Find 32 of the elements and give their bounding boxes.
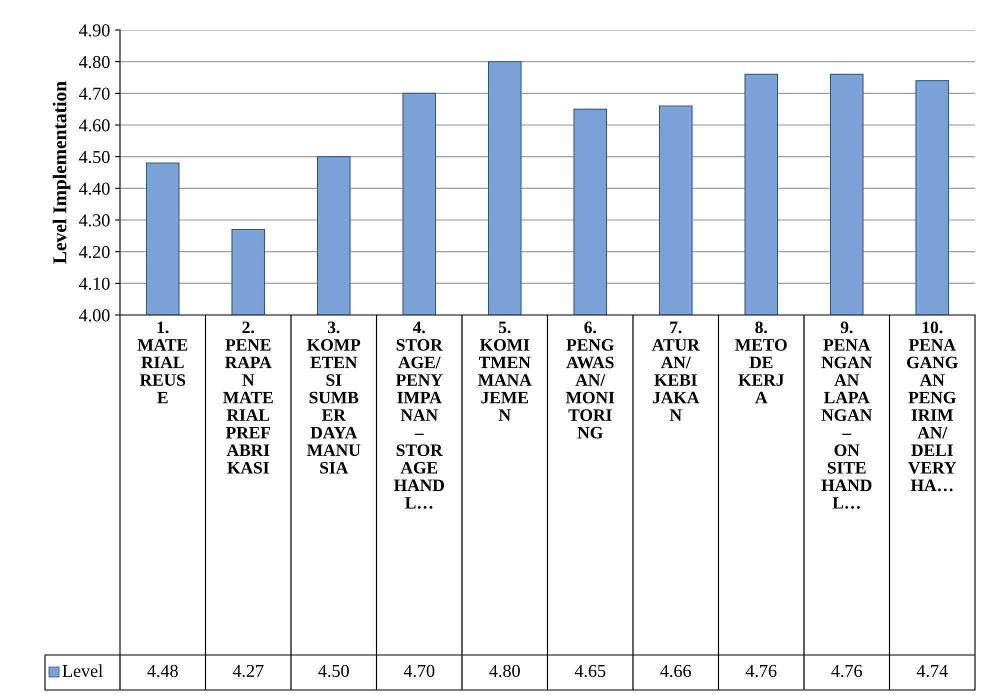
data-label: 4.74 [916,664,948,678]
x-tick-label: 5. KOMITMEN MANAJEMEN [478,322,532,421]
y-tick-label: 4.90 [79,24,110,37]
y-tick-label: 4.00 [79,309,110,322]
x-tick-label: 7. ATURAN/KEBIJAKAN [652,322,700,421]
category-label: 2. PENERAPAN MATERIAL PREFABRIKASI [223,322,273,474]
category-label: 10. PENAGANGAN PENGIRIMAN/DELIVERY HA… [907,322,958,492]
x-tick-label: 6. PENGAWASAN/MONITORING [566,322,614,439]
data-label: 4.66 [660,664,692,678]
y-tick-label: 4.70 [79,88,110,100]
data-label: 4.76 [831,664,862,678]
y-tick-label: 4.30 [79,214,110,227]
data-label: 4.76 [746,664,777,678]
legend-label: Level [62,664,103,678]
y-tick-label: 4.40 [79,182,110,195]
data-label: 4.65 [574,664,606,678]
data-label: 4.50 [318,664,349,678]
y-tick-label: 4.10 [79,278,110,290]
data-label: 4.27 [232,664,264,678]
data-label: 4.70 [404,664,434,678]
y-tick-label: 4.20 [79,246,110,258]
x-tick-label: 8. METODE KERJA [735,322,787,404]
category-label: 4. STORAGE/PENYIMPANAN – STORAGE HANDL… [394,322,444,509]
data-label: 4.48 [147,664,178,678]
y-tick-label: 4.60 [79,119,110,132]
y-axis-title: Level Implementation [52,81,70,264]
data-label: 4.80 [489,664,520,678]
x-tick-label: 1. MATERIAL REUSE [138,322,188,404]
y-tick-label: 4.80 [79,56,110,68]
category-label: 3. KOMPETENSI SUMBER DAYA MANUSIA [307,322,360,474]
y-tick-label: 4.50 [79,150,110,164]
category-label: 9. PENANGANAN LAPANGAN – ON SITE HANDL… [821,322,872,509]
